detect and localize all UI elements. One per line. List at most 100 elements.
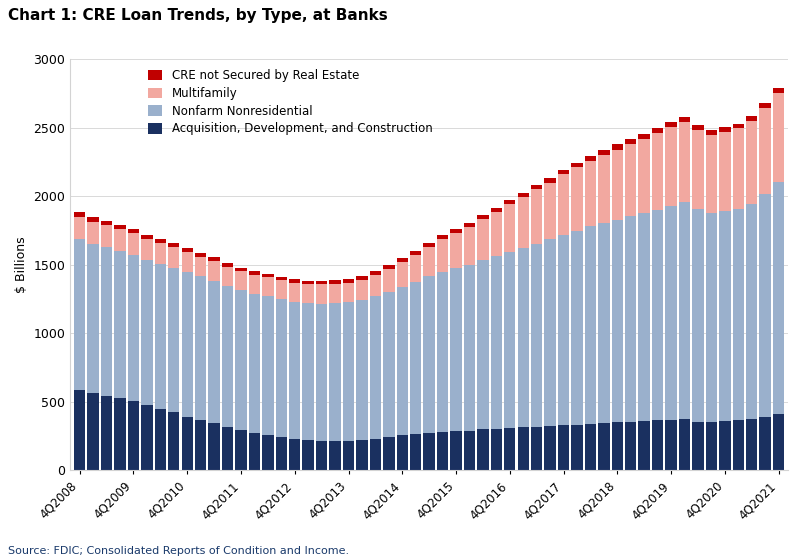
Bar (490, 429, 501, 471)
Bar (195, 277, 206, 420)
Bar (141, 239, 152, 260)
Bar (624, 144, 636, 216)
Bar (651, 134, 662, 210)
Bar (235, 430, 246, 471)
Bar (584, 424, 595, 471)
Bar (141, 235, 152, 239)
Bar (772, 182, 784, 414)
Bar (209, 257, 220, 261)
Bar (221, 263, 233, 267)
Bar (759, 108, 770, 194)
Bar (235, 268, 246, 271)
Bar (87, 217, 99, 221)
Bar (141, 260, 152, 405)
Bar (705, 423, 716, 471)
Bar (74, 217, 85, 239)
Bar (356, 440, 367, 471)
Bar (584, 161, 595, 226)
Bar (476, 215, 488, 219)
Bar (597, 223, 609, 423)
Bar (141, 405, 152, 471)
Bar (101, 225, 112, 247)
Bar (410, 254, 421, 282)
Bar (504, 252, 515, 428)
Bar (504, 205, 515, 252)
Bar (476, 260, 488, 429)
Bar (597, 150, 609, 155)
Bar (235, 271, 246, 290)
Bar (275, 280, 286, 299)
Bar (261, 435, 273, 471)
Bar (638, 214, 649, 421)
Bar (691, 209, 703, 422)
Bar (302, 285, 314, 303)
Bar (87, 244, 99, 393)
Bar (369, 271, 381, 275)
Bar (719, 127, 730, 132)
Bar (155, 239, 166, 243)
Bar (155, 409, 166, 471)
Bar (436, 432, 448, 471)
Text: Chart 1: CRE Loan Trends, by Type, at Banks: Chart 1: CRE Loan Trends, by Type, at Ba… (8, 8, 387, 23)
Bar (342, 279, 354, 283)
Bar (436, 272, 448, 432)
Bar (476, 219, 488, 260)
Bar (249, 293, 260, 433)
Bar (731, 124, 743, 129)
Bar (450, 268, 461, 432)
Bar (423, 247, 435, 277)
Bar (181, 417, 192, 471)
Bar (504, 428, 515, 471)
Bar (678, 202, 690, 419)
Bar (570, 163, 582, 168)
Bar (530, 190, 541, 244)
Bar (719, 211, 730, 421)
Bar (651, 128, 662, 134)
Bar (221, 286, 233, 427)
Bar (302, 303, 314, 440)
Bar (665, 122, 676, 127)
Bar (544, 178, 555, 183)
Bar (745, 116, 756, 121)
Bar (464, 227, 475, 265)
Bar (678, 122, 690, 202)
Text: Source: FDIC; Consolidated Reports of Condition and Income.: Source: FDIC; Consolidated Reports of Co… (8, 546, 349, 556)
Bar (611, 150, 622, 220)
Bar (611, 220, 622, 423)
Bar (450, 229, 461, 233)
Bar (570, 424, 582, 471)
Bar (516, 192, 529, 197)
Bar (691, 130, 703, 209)
Bar (383, 265, 394, 269)
Bar (87, 221, 99, 244)
Bar (731, 420, 743, 471)
Bar (128, 254, 139, 401)
Bar (476, 429, 488, 471)
Bar (396, 258, 407, 262)
Bar (423, 243, 435, 247)
Bar (342, 283, 354, 302)
Bar (181, 272, 192, 417)
Bar (584, 156, 595, 161)
Bar (87, 393, 99, 471)
Bar (261, 277, 273, 296)
Bar (719, 132, 730, 211)
Bar (423, 433, 435, 471)
Bar (516, 427, 529, 471)
Legend: CRE not Secured by Real Estate, Multifamily, Nonfarm Nonresidential, Acquisition: CRE not Secured by Real Estate, Multifam… (148, 69, 431, 135)
Bar (329, 280, 340, 284)
Bar (369, 439, 381, 471)
Bar (74, 390, 85, 471)
Bar (342, 441, 354, 471)
Bar (289, 439, 300, 471)
Bar (638, 134, 649, 139)
Bar (516, 197, 529, 248)
Bar (557, 235, 569, 425)
Bar (302, 281, 314, 285)
Bar (249, 433, 260, 471)
Bar (557, 425, 569, 471)
Bar (597, 155, 609, 223)
Bar (356, 280, 367, 300)
Bar (221, 427, 233, 471)
Bar (302, 440, 314, 471)
